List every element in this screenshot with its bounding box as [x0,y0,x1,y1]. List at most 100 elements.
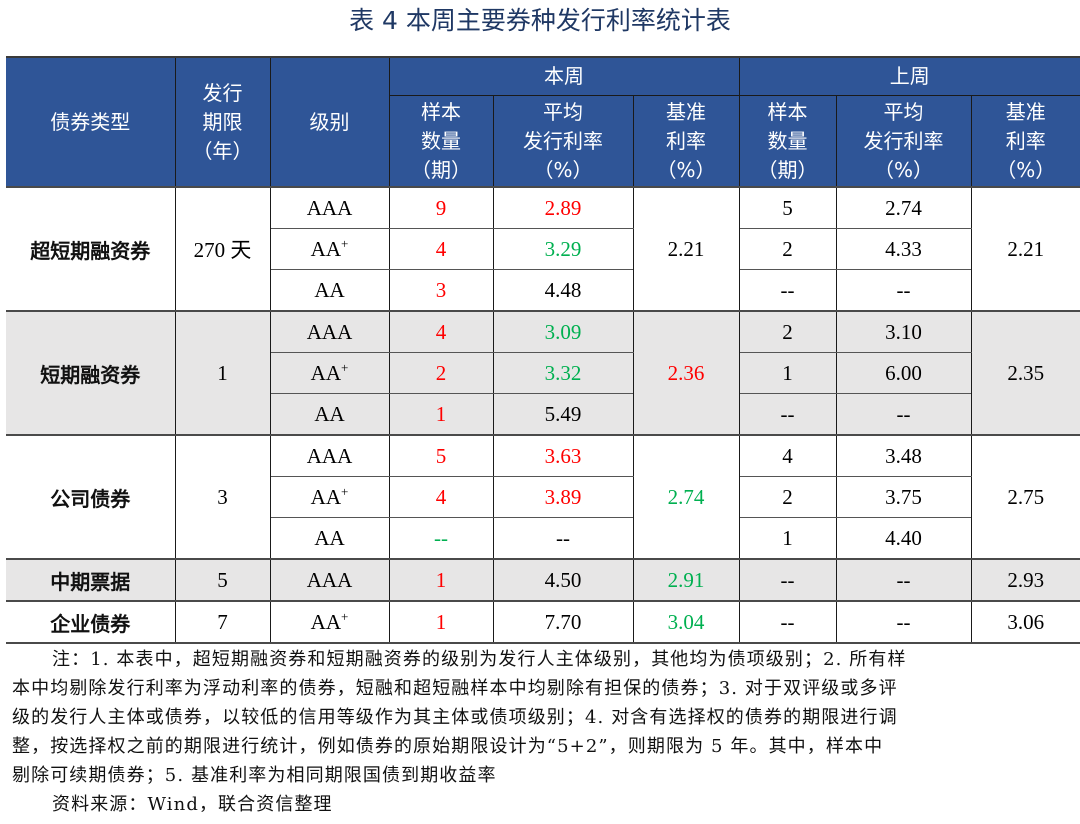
table-title: 表 4 本周主要券种发行利率统计表 [349,6,731,35]
last-week-count-cell: 5 [738,186,837,229]
table-row: AA+ 4 3.89 2 3.75 [6,476,1080,518]
this-week-rate-cell: 4.50 [492,558,634,602]
header-this-week-sample-count: 样本 数量 （期） [388,95,494,188]
this-week-rate-cell: 3.32 [492,352,634,394]
this-week-rate-cell: 3.89 [492,476,634,518]
this-week-rate-cell: 4.48 [492,269,634,312]
table-row: AA 1 5.49 -- -- [6,393,1080,436]
note-line: 本中均剔除发行利率为浮动利率的债券，短融和超短融样本中均剔除有担保的债券；3. … [12,678,898,699]
header-line: 样本 [767,99,808,124]
this-week-rate-cell: 3.29 [492,228,634,270]
last-week-count-cell: 4 [738,434,837,477]
table-row: 中期票据 5 AAA 1 4.50 2.91 -- -- 2.93 [6,558,1080,602]
bond-type-cell: 超短期融资券 [6,186,176,312]
last-week-base-rate-cell: 2.35 [970,310,1080,436]
header-last-week-avg-rate: 平均 发行利率 （%） [835,95,972,188]
this-week-rate-cell: 2.89 [492,186,634,229]
header-this-week: 本周 [388,56,740,96]
header-last-week-base-rate: 基准 利率 （%） [970,95,1080,188]
bond-type-cell: 公司债券 [6,434,176,560]
header-line: 发行利率 [523,128,603,153]
header-bond-type: 债券类型 [6,56,176,188]
this-week-count-cell: 9 [388,186,494,229]
this-week-base-rate-cell: 2.21 [632,186,740,312]
header-line: （%） [874,157,934,182]
last-week-rate-cell: 3.48 [835,434,972,477]
header-term-line: 发行 [202,80,243,105]
this-week-count-cell: 2 [388,352,494,394]
rating-cell: AAA [269,186,390,229]
table-row: 超短期融资券 270 天 AAA 9 2.89 2.21 5 2.74 2.21 [6,186,1080,312]
this-week-rate-cell: 3.09 [492,310,634,353]
last-week-base-rate-cell: 3.06 [970,600,1080,644]
last-week-rate-cell: -- [835,269,972,312]
last-week-rate-cell: -- [835,393,972,436]
header-line: 数量 [421,128,461,153]
header-last-week: 上周 [738,56,1080,96]
term-cell: 270 天 [174,186,271,312]
rating-cell: AA+ [269,352,390,394]
this-week-base-rate-cell: 2.36 [632,310,740,436]
table-row: AA+ 2 3.32 1 6.00 [6,352,1080,394]
this-week-count-cell: -- [388,517,494,560]
last-week-count-cell: -- [738,600,837,644]
last-week-count-cell: 1 [738,517,837,560]
rating-cell: AAA [269,434,390,477]
header-line: （%） [656,157,716,182]
last-week-rate-cell: 4.33 [835,228,972,270]
last-week-count-cell: -- [738,393,837,436]
term-cell: 3 [174,434,271,560]
this-week-base-rate-cell: 2.91 [632,558,740,602]
header-line: （%） [996,157,1056,182]
header-term-line: 期限 [202,109,243,134]
note-line: 整，按选择权之前的期限进行统计，例如债券的原始期限设计为“5+2”，则期限为 5… [12,736,884,757]
last-week-rate-cell: 2.74 [835,186,972,229]
header-line: 样本 [421,99,461,124]
term-cell: 5 [174,558,271,602]
this-week-rate-cell: 5.49 [492,393,634,436]
last-week-count-cell: 2 [738,476,837,518]
last-week-rate-cell: -- [835,600,972,644]
table-row: 短期融资券 1 AAA 4 3.09 2.36 2 3.10 2.35 [6,310,1080,436]
header-line: 基准 [1005,99,1046,124]
header-line: 平均 [883,99,924,124]
header-line: 数量 [767,128,808,153]
data-source: 资料来源：Wind，联合资信整理 [52,794,333,815]
term-cell: 7 [174,600,271,644]
rating-cell: AA [269,393,390,436]
rating-cell: AA [269,269,390,312]
table-row: 公司债券 3 AAA 5 3.63 2.74 4 3.48 2.75 [6,434,1080,560]
rating-cell: AA [269,517,390,560]
this-week-count-cell: 1 [388,558,494,602]
table-row: AA+ 4 3.29 2 4.33 [6,228,1080,270]
rating-cell: AA+ [269,600,390,644]
header-line: （期） [411,157,471,182]
header-line: 利率 [1005,128,1046,153]
header-term-line: （年） [192,138,253,163]
rating-cell: AAA [269,310,390,353]
this-week-base-rate-cell: 2.74 [632,434,740,560]
this-week-base-rate-cell: 3.04 [632,600,740,644]
rating-cell: AA+ [269,476,390,518]
last-week-count-cell: -- [738,269,837,312]
this-week-count-cell: 5 [388,434,494,477]
header-line: 利率 [666,128,707,153]
last-week-rate-cell: -- [835,558,972,602]
header-last-week-sample-count: 样本 数量 （期） [738,95,837,188]
this-week-count-cell: 4 [388,476,494,518]
header-term: 发行 期限 （年） [174,56,271,188]
note-line: 注：1. 本表中，超短期融资券和短期融资券的级别为发行人主体级别，其他均为债项级… [52,649,907,670]
header-line: （%） [533,157,593,182]
last-week-rate-cell: 6.00 [835,352,972,394]
table-row: 企业债券 7 AA+ 1 7.70 3.04 -- -- 3.06 [6,600,1080,644]
header-line: 基准 [666,99,707,124]
rating-cell: AA+ [269,228,390,270]
bond-type-cell: 企业债券 [6,600,176,644]
last-week-count-cell: 2 [738,228,837,270]
last-week-base-rate-cell: 2.75 [970,434,1080,560]
this-week-rate-cell: 7.70 [492,600,634,644]
header-rating: 级别 [269,56,390,188]
table-notes: 注：1. 本表中，超短期融资券和短期融资券的级别为发行人主体级别，其他均为债项级… [12,645,1072,819]
this-week-count-cell: 1 [388,393,494,436]
this-week-rate-cell: -- [492,517,634,560]
